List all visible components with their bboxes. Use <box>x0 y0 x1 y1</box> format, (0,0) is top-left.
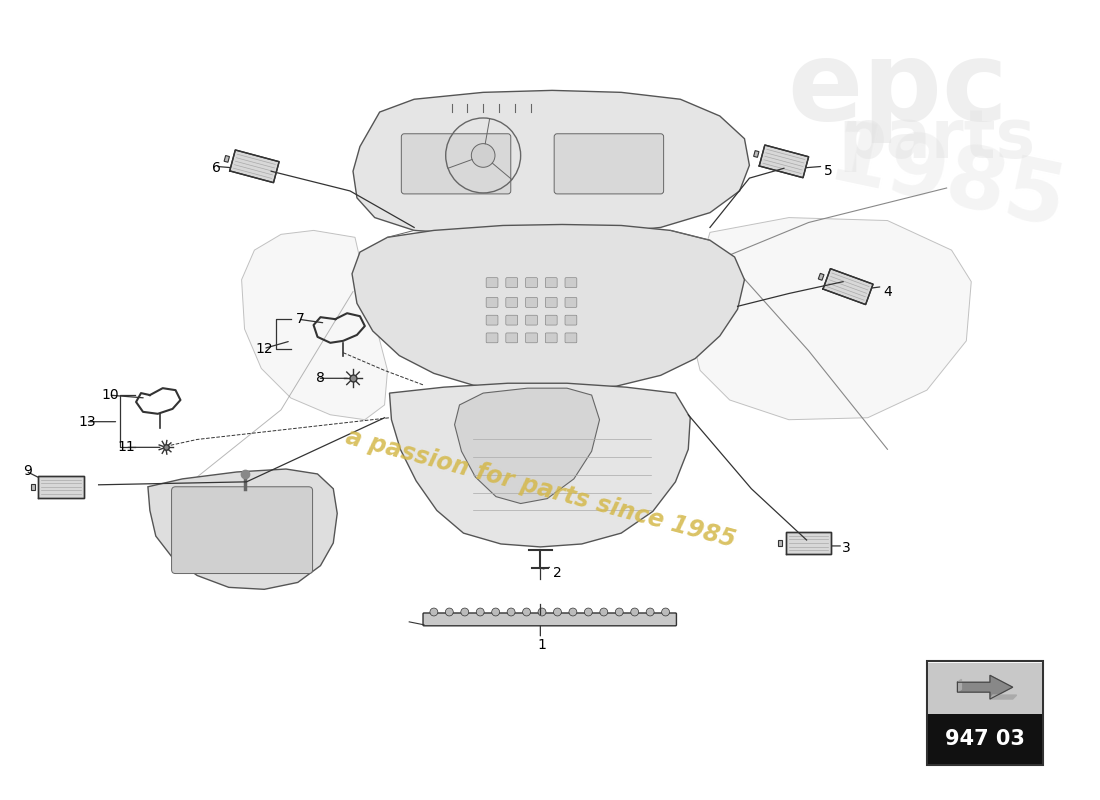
Polygon shape <box>818 274 824 280</box>
Circle shape <box>522 608 530 616</box>
FancyBboxPatch shape <box>486 333 498 343</box>
FancyBboxPatch shape <box>565 315 576 325</box>
FancyBboxPatch shape <box>402 134 510 194</box>
Text: 3: 3 <box>842 541 850 555</box>
FancyBboxPatch shape <box>546 298 557 307</box>
FancyBboxPatch shape <box>546 278 557 287</box>
FancyBboxPatch shape <box>506 298 518 307</box>
FancyBboxPatch shape <box>565 298 576 307</box>
FancyBboxPatch shape <box>486 298 498 307</box>
Circle shape <box>646 608 654 616</box>
Polygon shape <box>389 383 690 547</box>
Text: 11: 11 <box>118 440 135 454</box>
FancyBboxPatch shape <box>486 278 498 287</box>
FancyBboxPatch shape <box>546 333 557 343</box>
Circle shape <box>553 608 561 616</box>
FancyBboxPatch shape <box>546 315 557 325</box>
Text: 10: 10 <box>101 388 119 402</box>
Polygon shape <box>242 230 387 420</box>
Text: 12: 12 <box>255 342 273 356</box>
Polygon shape <box>823 269 873 305</box>
Circle shape <box>600 608 607 616</box>
Text: 4: 4 <box>883 285 892 298</box>
Circle shape <box>615 608 624 616</box>
Circle shape <box>538 608 546 616</box>
FancyBboxPatch shape <box>526 315 538 325</box>
FancyBboxPatch shape <box>565 333 576 343</box>
Circle shape <box>471 144 495 167</box>
FancyBboxPatch shape <box>526 278 538 287</box>
Circle shape <box>476 608 484 616</box>
FancyBboxPatch shape <box>927 662 1043 765</box>
FancyBboxPatch shape <box>506 278 518 287</box>
Polygon shape <box>147 469 338 590</box>
Polygon shape <box>454 388 600 503</box>
Circle shape <box>661 608 670 616</box>
FancyBboxPatch shape <box>172 486 312 574</box>
Polygon shape <box>990 695 1016 699</box>
Text: 8: 8 <box>316 371 324 386</box>
Circle shape <box>507 608 515 616</box>
Text: 7: 7 <box>296 312 305 326</box>
Polygon shape <box>224 155 230 162</box>
Text: 5: 5 <box>824 164 833 178</box>
Text: a passion for parts since 1985: a passion for parts since 1985 <box>343 425 738 553</box>
Text: parts: parts <box>838 106 1035 172</box>
Polygon shape <box>778 540 782 546</box>
Text: 9: 9 <box>23 464 32 478</box>
Polygon shape <box>39 476 84 498</box>
Circle shape <box>461 608 469 616</box>
Circle shape <box>492 608 499 616</box>
Polygon shape <box>690 218 971 420</box>
Circle shape <box>569 608 576 616</box>
FancyBboxPatch shape <box>506 315 518 325</box>
Polygon shape <box>352 225 745 390</box>
Circle shape <box>446 608 453 616</box>
FancyBboxPatch shape <box>928 714 1043 764</box>
Circle shape <box>630 608 639 616</box>
Circle shape <box>430 608 438 616</box>
Polygon shape <box>957 679 961 692</box>
FancyBboxPatch shape <box>526 333 538 343</box>
FancyBboxPatch shape <box>486 315 498 325</box>
Polygon shape <box>785 532 832 554</box>
Text: 947 03: 947 03 <box>945 730 1025 750</box>
Polygon shape <box>754 150 759 158</box>
Text: 13: 13 <box>78 414 96 429</box>
FancyBboxPatch shape <box>928 663 1043 714</box>
FancyBboxPatch shape <box>506 333 518 343</box>
Text: 1985: 1985 <box>821 115 1072 246</box>
Polygon shape <box>353 90 749 235</box>
Polygon shape <box>230 150 279 182</box>
Circle shape <box>584 608 592 616</box>
Polygon shape <box>759 145 808 178</box>
Text: 1: 1 <box>538 638 547 651</box>
Polygon shape <box>957 675 1013 699</box>
Text: epc: epc <box>786 36 1008 143</box>
FancyBboxPatch shape <box>424 613 676 626</box>
Text: 6: 6 <box>212 162 221 175</box>
FancyBboxPatch shape <box>526 298 538 307</box>
FancyBboxPatch shape <box>565 278 576 287</box>
Polygon shape <box>31 484 34 490</box>
FancyBboxPatch shape <box>554 134 663 194</box>
Text: 2: 2 <box>552 566 561 579</box>
